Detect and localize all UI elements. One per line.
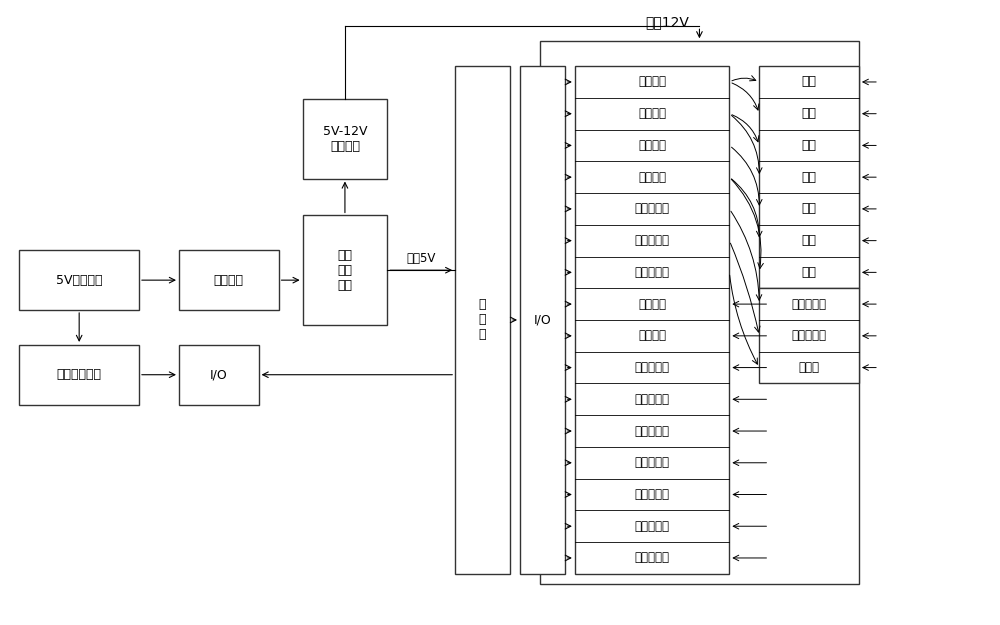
Bar bbox=[520, 66, 565, 574]
Text: 第一继电器: 第一继电器 bbox=[635, 202, 670, 216]
Text: 电源开关: 电源开关 bbox=[214, 274, 244, 287]
Text: 噪声
干扰
处理: 噪声 干扰 处理 bbox=[337, 249, 352, 292]
Bar bbox=[303, 99, 387, 179]
Text: 电机: 电机 bbox=[802, 266, 817, 279]
Text: 真空发生器: 真空发生器 bbox=[792, 329, 827, 342]
Bar bbox=[179, 250, 279, 310]
Text: 5V移动电源: 5V移动电源 bbox=[56, 274, 102, 287]
Text: 电量指示灯: 电量指示灯 bbox=[635, 456, 670, 469]
Text: 第二继电器: 第二继电器 bbox=[635, 234, 670, 247]
Bar bbox=[303, 216, 387, 325]
Text: 5V-12V
升压电路: 5V-12V 升压电路 bbox=[323, 125, 367, 152]
Text: 驱动芯片: 驱动芯片 bbox=[638, 107, 666, 120]
Text: 驱动芯片: 驱动芯片 bbox=[638, 171, 666, 184]
Text: 驱动芯片: 驱动芯片 bbox=[638, 139, 666, 152]
Text: 电容传感器: 电容传感器 bbox=[635, 488, 670, 501]
Text: 电机: 电机 bbox=[802, 76, 817, 89]
Text: 封口指示灯: 封口指示灯 bbox=[635, 392, 670, 406]
Text: 第三继电器: 第三继电器 bbox=[635, 266, 670, 279]
Text: 电机: 电机 bbox=[802, 171, 817, 184]
Bar bbox=[759, 288, 859, 383]
Bar bbox=[759, 66, 859, 288]
Bar bbox=[455, 66, 510, 574]
Bar bbox=[19, 345, 139, 404]
Text: 电量检测模块: 电量检测模块 bbox=[57, 368, 102, 381]
Text: I/O: I/O bbox=[210, 368, 228, 381]
Text: 电感传感器: 电感传感器 bbox=[635, 551, 670, 564]
Text: 霍尔传感器: 霍尔传感器 bbox=[635, 520, 670, 532]
Text: 稳压12V: 稳压12V bbox=[646, 15, 689, 29]
Text: 电机: 电机 bbox=[802, 107, 817, 120]
Text: 电机: 电机 bbox=[802, 234, 817, 247]
Bar bbox=[540, 41, 859, 584]
Text: I/O: I/O bbox=[534, 314, 551, 326]
Text: 电机: 电机 bbox=[802, 202, 817, 216]
Text: 故障指示灯: 故障指示灯 bbox=[635, 424, 670, 438]
Text: 单
片
机: 单 片 机 bbox=[479, 299, 486, 341]
Text: 驱动芯片: 驱动芯片 bbox=[638, 76, 666, 89]
Text: 准备开关: 准备开关 bbox=[638, 298, 666, 311]
Bar bbox=[19, 250, 139, 310]
Text: 封口开关: 封口开关 bbox=[638, 329, 666, 342]
Text: 真空发生器: 真空发生器 bbox=[792, 298, 827, 311]
Text: 电机: 电机 bbox=[802, 139, 817, 152]
Bar bbox=[179, 345, 259, 404]
Text: 准备指示灯: 准备指示灯 bbox=[635, 361, 670, 374]
Bar bbox=[575, 66, 729, 574]
Text: 稳压5V: 稳压5V bbox=[407, 252, 436, 265]
Text: 蜂鸣器: 蜂鸣器 bbox=[799, 361, 820, 374]
